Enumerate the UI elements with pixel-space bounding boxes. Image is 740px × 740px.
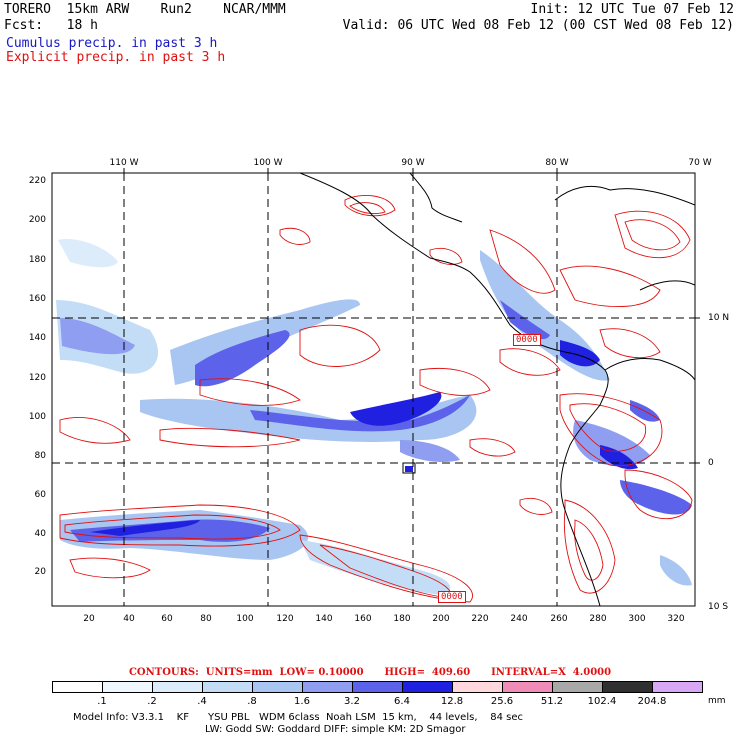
colorbar-swatch xyxy=(302,681,353,693)
grid-y-label: 20 xyxy=(34,567,46,577)
colorbar-level-label: .1 xyxy=(97,696,107,707)
map-frame xyxy=(51,172,696,607)
contour-label-box: 0000 xyxy=(438,591,466,603)
colorbar-level-label: 102.4 xyxy=(587,696,617,707)
grid-y-label: 80 xyxy=(34,451,46,461)
explicit-precip-contours xyxy=(59,194,693,603)
grid-y-label: 120 xyxy=(28,373,46,383)
valid-time: Valid: 06 UTC Wed 08 Feb 12 (00 CST Wed … xyxy=(342,18,734,33)
colorbar-swatch xyxy=(52,681,103,693)
grid-x-label: 100 xyxy=(236,614,254,624)
grid-y-label: 140 xyxy=(28,333,46,343)
colorbar-level-label: 6.4 xyxy=(394,696,410,707)
colorbar-swatch xyxy=(652,681,703,693)
legend-cumulus: Cumulus precip. in past 3 h xyxy=(6,36,218,51)
grid-x-label: 260 xyxy=(550,614,568,624)
grid-y-label: 180 xyxy=(28,255,46,265)
colorbar-level-label: .8 xyxy=(247,696,257,707)
lon-label-110w: 110 W xyxy=(109,158,139,168)
grid-x-label: 140 xyxy=(315,614,333,624)
lon-label-100w: 100 W xyxy=(253,158,283,168)
coastline xyxy=(299,173,695,606)
init-time: Init: 12 UTC Tue 07 Feb 12 xyxy=(530,2,735,17)
colorbar-level-label: 204.8 xyxy=(637,696,667,707)
colorbar-swatch xyxy=(452,681,503,693)
colorbar-swatch xyxy=(202,681,253,693)
cumulus-precip-shading xyxy=(56,239,692,595)
lat-label-10s: 10 S xyxy=(708,602,729,612)
colorbar-level-label: .2 xyxy=(147,696,157,707)
grid-y-label: 100 xyxy=(28,412,46,422)
colorbar-swatch xyxy=(502,681,553,693)
grid-x-label: 60 xyxy=(161,614,173,624)
colorbar-level-label: .4 xyxy=(197,696,207,707)
model-physics: LW: Godd SW: Goddard DIFF: simple KM: 2D… xyxy=(205,724,466,735)
lat-label-0: 0 xyxy=(708,458,714,468)
colorbar-level-label: 25.6 xyxy=(490,696,514,707)
grid-x-label: 20 xyxy=(83,614,95,624)
lon-label-80w: 80 W xyxy=(545,158,569,168)
colorbar-level-label: 1.6 xyxy=(294,696,310,707)
grid-x-label: 240 xyxy=(510,614,528,624)
lon-label-70w: 70 W xyxy=(688,158,712,168)
colorbar-units: mm xyxy=(708,696,726,706)
lat-label-10n: 10 N xyxy=(708,313,730,323)
colorbar-swatch xyxy=(552,681,603,693)
grid-y-label: 40 xyxy=(34,529,46,539)
grid-y-label: 200 xyxy=(28,215,46,225)
grid-x-label: 320 xyxy=(667,614,685,624)
colorbar-swatch xyxy=(352,681,403,693)
contour-info: CONTOURS: UNITS=mm LOW= 0.10000 HIGH= 40… xyxy=(128,667,612,678)
colorbar-swatch xyxy=(252,681,303,693)
grid-y-label: 60 xyxy=(34,490,46,500)
colorbar-level-label: 12.8 xyxy=(440,696,464,707)
grid-x-label: 80 xyxy=(200,614,212,624)
grid-x-label: 180 xyxy=(393,614,411,624)
colorbar-level-label: 3.2 xyxy=(344,696,360,707)
grid-y-label: 160 xyxy=(28,294,46,304)
colorbar-level-label: 51.2 xyxy=(540,696,564,707)
legend-explicit: Explicit precip. in past 3 h xyxy=(6,50,226,65)
lon-label-90w: 90 W xyxy=(401,158,425,168)
forecast-hour: Fcst: 18 h xyxy=(4,18,98,33)
grid-x-label: 280 xyxy=(589,614,607,624)
run-title: TORERO 15km ARW Run2 NCAR/MMM xyxy=(4,2,286,17)
model-info: Model Info: V3.3.1 KF YSU PBL WDM 6class… xyxy=(73,712,523,723)
grid-x-label: 200 xyxy=(432,614,450,624)
grid-x-label: 300 xyxy=(628,614,646,624)
grid-x-label: 120 xyxy=(276,614,294,624)
colorbar-swatch xyxy=(402,681,453,693)
contour-label-box: 0000 xyxy=(513,334,541,346)
colorbar-swatch xyxy=(602,681,653,693)
colorbar-swatch xyxy=(152,681,203,693)
grid-x-label: 160 xyxy=(354,614,372,624)
colorbar-swatch xyxy=(102,681,153,693)
grid-y-label: 220 xyxy=(28,176,46,186)
grid-x-label: 40 xyxy=(123,614,135,624)
grid-x-label: 220 xyxy=(471,614,489,624)
lat-lon-grid xyxy=(52,173,695,606)
